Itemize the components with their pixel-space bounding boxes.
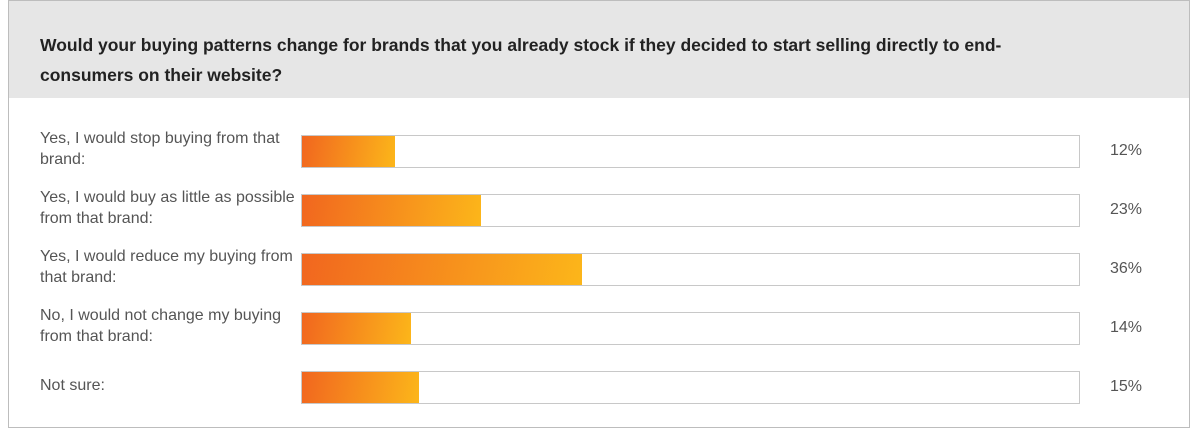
value-label: 12% xyxy=(1109,142,1142,159)
value-label: 14% xyxy=(1109,319,1142,336)
category-label: Yes, I would reduce my buying from that … xyxy=(40,248,293,286)
bar xyxy=(302,195,481,226)
bar-track xyxy=(301,312,1080,345)
chart: Would your buying patterns change for br… xyxy=(8,0,1190,428)
category-label: No, I would not change my buying from th… xyxy=(40,307,282,345)
bar xyxy=(302,136,396,167)
header: Would your buying patterns change for br… xyxy=(9,1,1189,98)
bar xyxy=(302,254,582,285)
bar-track xyxy=(301,194,1080,227)
value-label: 15% xyxy=(1109,378,1142,395)
value-label: 36% xyxy=(1109,260,1142,277)
category-label: Yes, I would buy as little as possible f… xyxy=(40,189,295,227)
bar xyxy=(302,313,411,344)
bar xyxy=(302,372,419,403)
bar-track xyxy=(301,135,1080,168)
bar-track xyxy=(301,253,1080,286)
bar-track xyxy=(301,371,1080,404)
category-label: Yes, I would stop buying from that brand… xyxy=(40,130,280,168)
chart-title: Would your buying patterns change for br… xyxy=(40,35,1002,85)
category-label: Not sure: xyxy=(40,376,105,394)
value-label: 23% xyxy=(1109,201,1142,218)
